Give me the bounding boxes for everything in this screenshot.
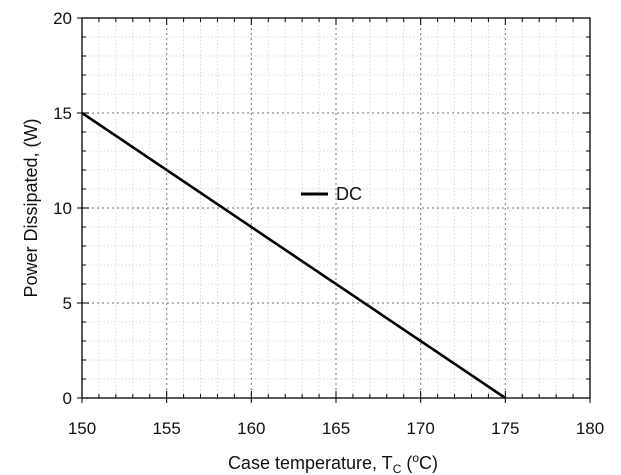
axis-ticks — [77, 17, 591, 403]
y-tick-labels: 0 5 10 15 20 — [53, 9, 72, 408]
y-tick-label: 10 — [53, 199, 72, 218]
legend: DC — [301, 184, 362, 204]
major-grid — [82, 18, 590, 398]
x-tick-label: 155 — [152, 419, 180, 438]
x-tick-label: 160 — [237, 419, 265, 438]
x-axis-title-subscript: C — [393, 462, 402, 475]
x-tick-label: 150 — [68, 419, 96, 438]
series-line-dc — [81, 111, 507, 400]
y-tick-label: 0 — [63, 389, 72, 408]
legend-label-dc: DC — [336, 184, 362, 204]
x-axis-title: Case temperature, TC (oC) — [228, 451, 438, 475]
x-axis-title-unit: C) — [419, 453, 438, 473]
x-tick-label: 180 — [576, 419, 604, 438]
y-tick-label: 20 — [53, 9, 72, 28]
series-layer — [81, 111, 507, 400]
y-tick-label: 15 — [53, 104, 72, 123]
x-tick-labels: 150 155 160 165 170 175 180 — [68, 419, 604, 438]
y-tick-label: 5 — [63, 294, 72, 313]
y-axis-title: Power Dissipated, (W) — [21, 118, 41, 297]
x-axis-title-main: Case temperature, T — [228, 453, 393, 473]
x-tick-label: 170 — [406, 419, 434, 438]
x-tick-label: 165 — [322, 419, 350, 438]
x-axis-title-degree: o — [412, 451, 419, 465]
x-tick-label: 175 — [491, 419, 519, 438]
x-axis-title-paren: ( — [401, 453, 412, 473]
